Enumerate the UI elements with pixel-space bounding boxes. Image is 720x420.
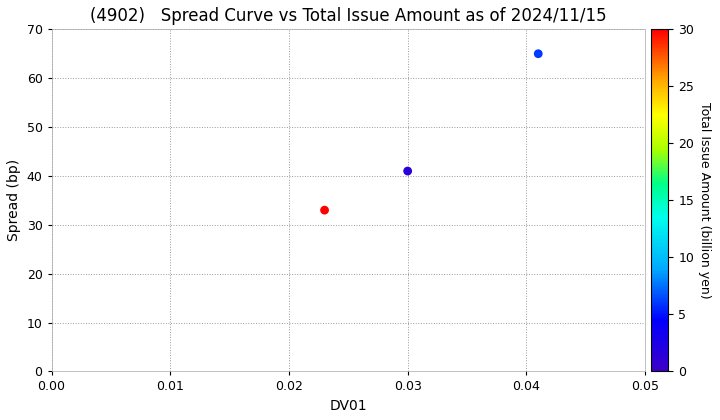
Y-axis label: Total Issue Amount (billion yen): Total Issue Amount (billion yen) (698, 102, 711, 299)
Point (319, 207, 330, 213)
Point (533, 50, 544, 57)
Point (402, 168, 413, 174)
Title: (4902)   Spread Curve vs Total Issue Amount as of 2024/11/15: (4902) Spread Curve vs Total Issue Amoun… (90, 7, 607, 25)
X-axis label: DV01: DV01 (330, 399, 367, 413)
Y-axis label: Spread (bp): Spread (bp) (7, 159, 21, 242)
